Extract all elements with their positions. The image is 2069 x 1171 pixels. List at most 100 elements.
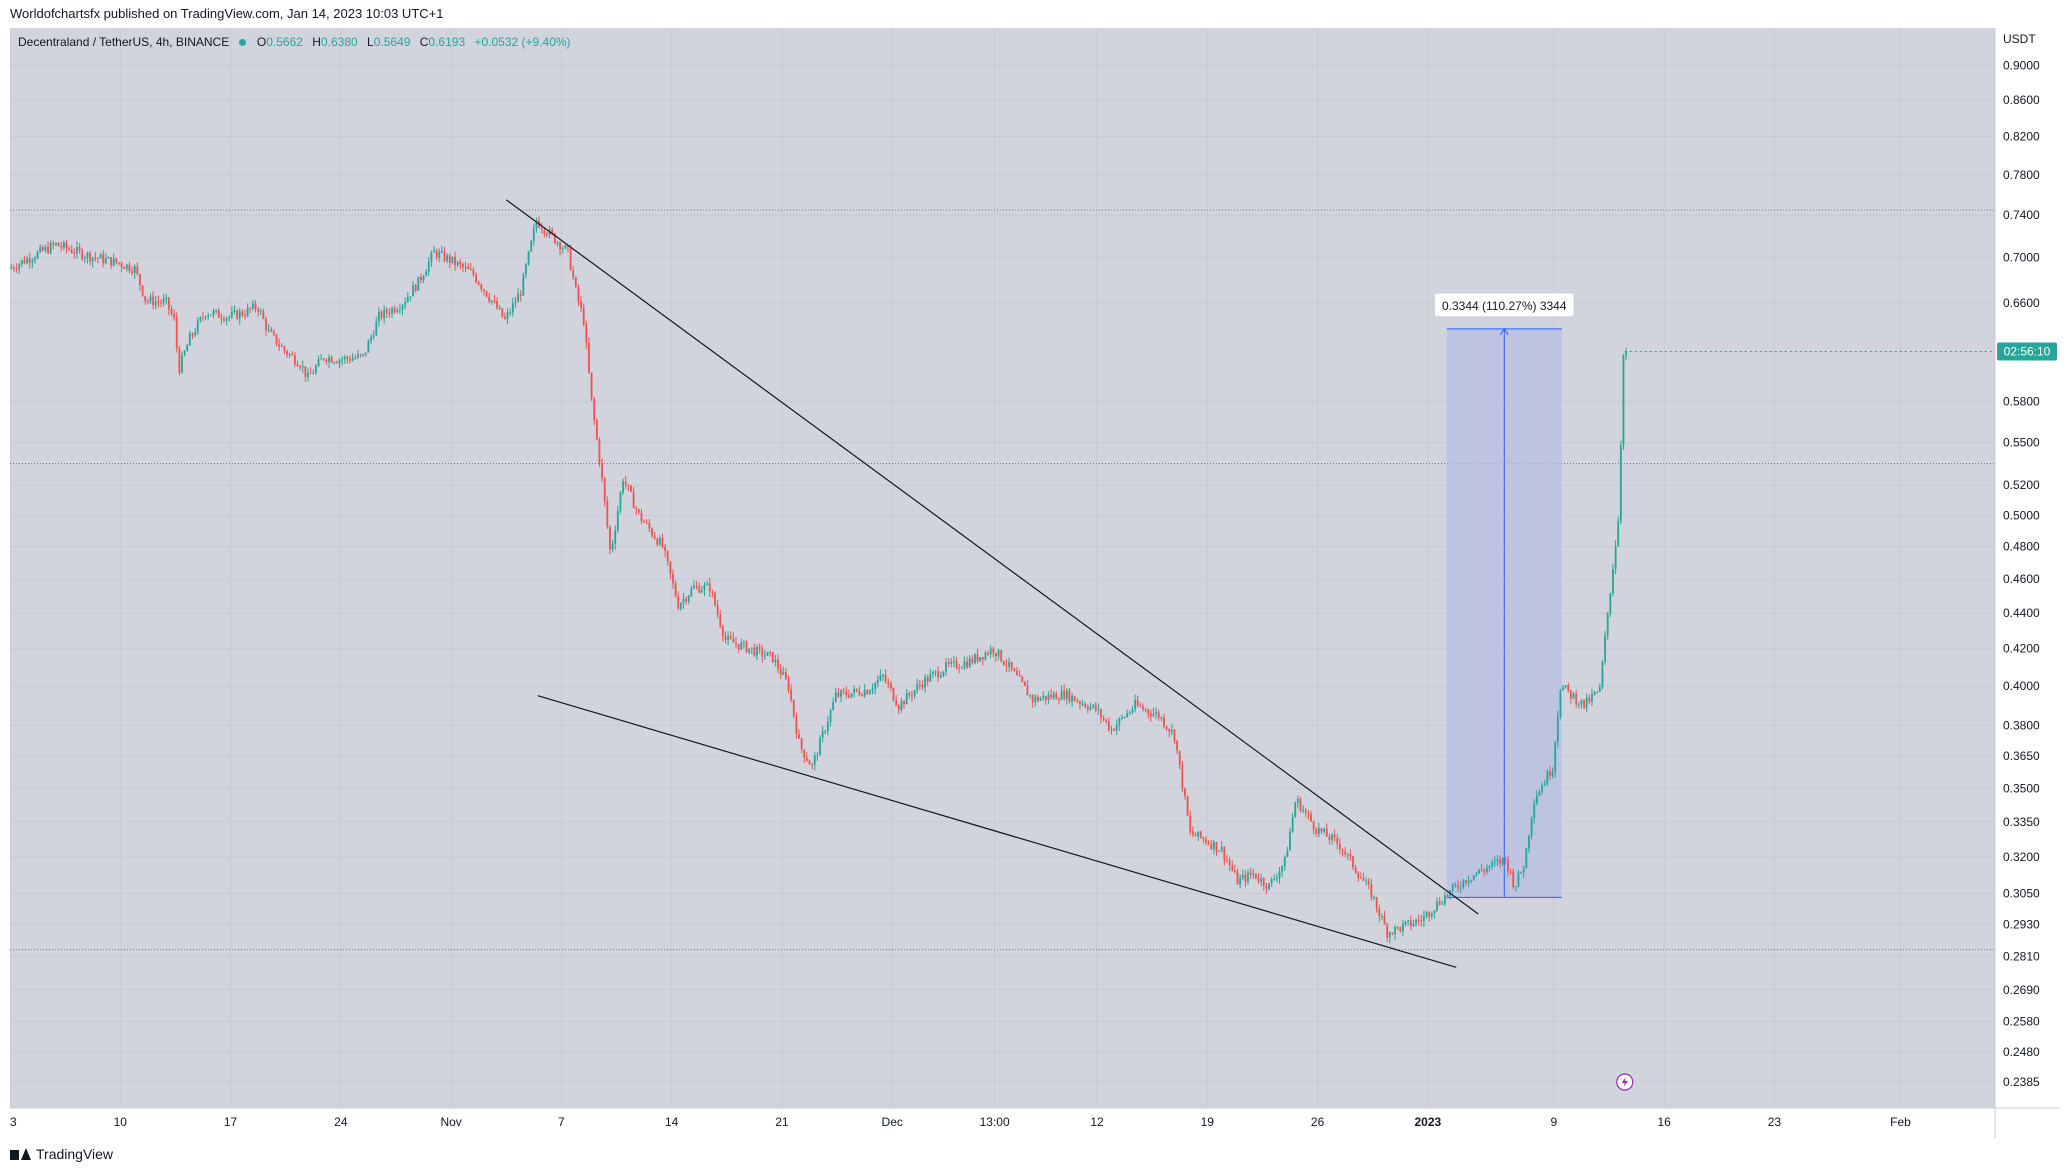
candle-body (606, 501, 609, 527)
candle-body (1475, 873, 1478, 876)
candle-body (916, 684, 919, 691)
candle-body (364, 352, 367, 355)
candle-body (1614, 546, 1617, 569)
countdown-label: 02:56:10 (2004, 344, 2051, 358)
candle-body (1262, 878, 1265, 886)
publish-header: Worldofchartsfx published on TradingView… (10, 6, 444, 21)
candle-body (236, 310, 239, 319)
legend-symbol: Decentraland / TetherUS, 4h, BINANCE (18, 35, 230, 49)
candle-body (1073, 695, 1076, 702)
candle-body (808, 760, 811, 765)
candle-body (905, 693, 908, 705)
y-tick-label: 0.2385 (2003, 1075, 2040, 1089)
candle-body (152, 296, 155, 306)
candle-body (123, 267, 126, 269)
candle-body (1570, 690, 1572, 699)
candle-body (960, 667, 963, 669)
candle-body (288, 354, 291, 356)
candle-body (997, 649, 1000, 657)
candle-body (157, 301, 160, 303)
candle-body (1604, 635, 1607, 662)
candle-body (645, 522, 648, 524)
candle-body (879, 675, 882, 681)
candle-body (1197, 831, 1200, 837)
candle-body (467, 266, 470, 270)
candle-body (83, 257, 86, 259)
candle-body (1107, 721, 1110, 730)
candle-body (1480, 869, 1483, 871)
candle-body (624, 481, 627, 485)
candle-body (1564, 685, 1567, 688)
candle-body (756, 646, 758, 656)
candle-body (65, 242, 68, 249)
candle-body (31, 260, 34, 263)
candle-body (842, 690, 845, 692)
candle-body (20, 260, 23, 265)
candle-body (1362, 878, 1365, 881)
y-tick-label: 0.2580 (2003, 1015, 2040, 1029)
candle-body (362, 354, 365, 356)
candle-body (435, 250, 438, 258)
candle-body (913, 690, 916, 696)
candle-body (740, 642, 743, 650)
candle-body (183, 351, 186, 356)
candle-body (383, 309, 386, 319)
candle-body (979, 657, 982, 662)
lower-trendline (537, 695, 1457, 968)
candle-body (1139, 705, 1142, 707)
candle-body (832, 701, 835, 711)
candle-body (338, 360, 341, 364)
candle-body (1430, 913, 1433, 917)
candle-body (477, 281, 480, 285)
candle-body (511, 303, 514, 313)
y-tick-label: 0.6600 (2003, 296, 2040, 310)
candle-body (1396, 926, 1399, 928)
candle-body (317, 359, 320, 367)
footer-brand[interactable]: TradingView (10, 1146, 113, 1162)
candle-body (1333, 834, 1336, 838)
x-tick-label: 12 (1090, 1115, 1104, 1129)
candle-body (1034, 696, 1037, 703)
candle-body (1528, 835, 1530, 849)
candle-body (196, 320, 199, 333)
candle-body (1577, 704, 1580, 706)
candle-body (1583, 699, 1585, 708)
candle-body (1535, 796, 1538, 804)
candle-body (1289, 831, 1291, 851)
candle-body (853, 688, 856, 693)
candle-body (506, 312, 509, 319)
candle-body (446, 255, 449, 261)
candle-body (1296, 798, 1299, 803)
candle-body (475, 274, 477, 282)
candle-body (564, 245, 567, 249)
candle-body (1344, 851, 1347, 855)
measure-label: 0.3344 (110.27%) 3344 (1442, 299, 1567, 313)
candle-body (1123, 716, 1126, 718)
candle-body (1089, 706, 1092, 710)
candle-body (1052, 693, 1055, 698)
candle-body (451, 256, 454, 263)
candle-body (39, 247, 42, 252)
candle-body (257, 308, 260, 312)
candle-body (322, 358, 325, 360)
chart-legend: Decentraland / TetherUS, 4h, BINANCE O0.… (18, 35, 571, 49)
candle-body (370, 336, 372, 342)
candle-body (889, 684, 892, 689)
candle-body (955, 660, 958, 669)
candle-body (1081, 703, 1084, 705)
candle-body (254, 303, 257, 309)
candle-body (727, 636, 730, 640)
chart-area[interactable]: 0.9000 0.8600 0.8200 0.7800 0.7400 0.7000 0.66… (10, 28, 2060, 1138)
candle-body (648, 522, 651, 529)
candle-body (401, 305, 404, 310)
candle-body (703, 584, 706, 591)
candle-body (992, 648, 995, 653)
candle-body (834, 692, 837, 702)
candle-body (700, 590, 703, 593)
candle-body (28, 258, 31, 263)
candle-body (246, 307, 249, 316)
candle-body (1572, 693, 1575, 699)
candle-body (1567, 685, 1570, 691)
y-tick-label: 0.9000 (2003, 58, 2040, 72)
candle-body (679, 603, 682, 609)
